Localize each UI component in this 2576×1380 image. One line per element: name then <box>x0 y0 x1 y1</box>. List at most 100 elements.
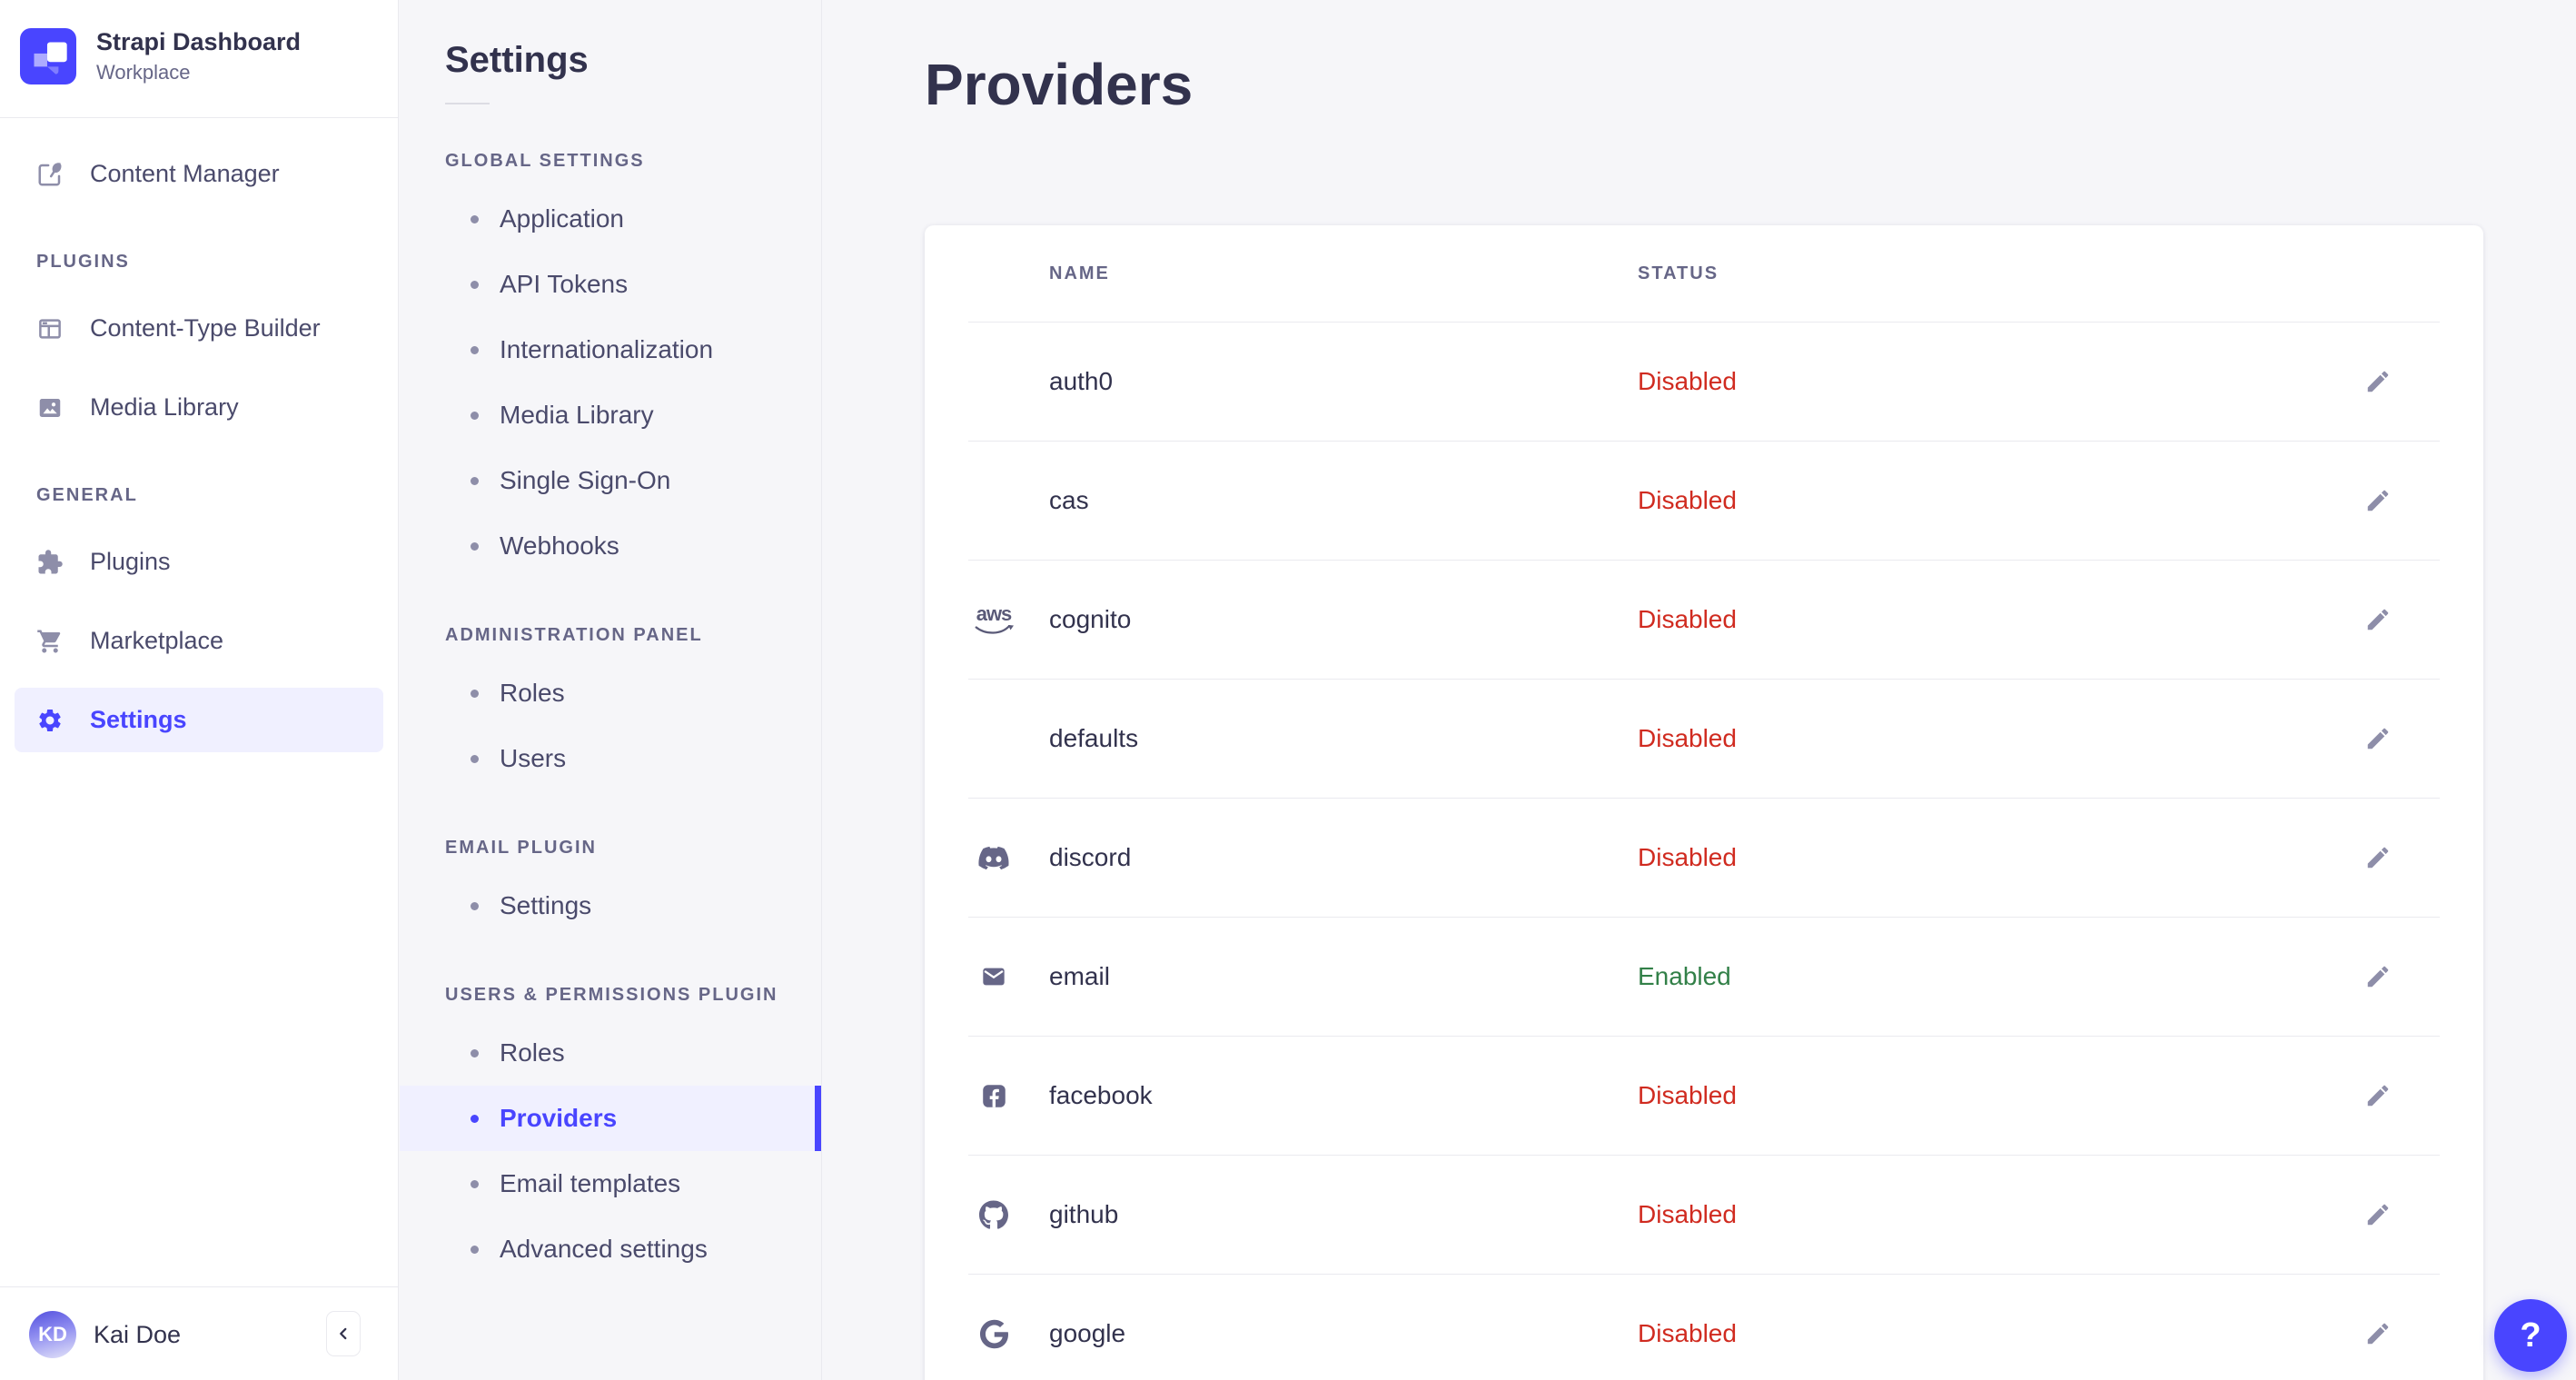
table-header: NAME STATUS <box>925 225 2483 322</box>
aws-icon: aws <box>968 603 1019 636</box>
subnav-title: Settings <box>445 40 589 80</box>
sidebar-item-content-type-builder[interactable]: Content-Type Builder <box>15 296 383 361</box>
subnav-item-label: Users <box>500 744 567 772</box>
sidebar-item-plugins[interactable]: Plugins <box>15 530 383 594</box>
subnav-item-webhooks[interactable]: Webhooks <box>400 513 821 579</box>
pencil-icon <box>2364 844 2392 871</box>
status-badge: Disabled <box>1638 367 1737 395</box>
divider <box>968 560 2440 561</box>
media-library-icon <box>36 394 64 422</box>
sidebar-item-marketplace[interactable]: Marketplace <box>15 609 383 673</box>
edit-button[interactable] <box>2360 482 2396 519</box>
collapse-sidebar-button[interactable] <box>326 1311 361 1356</box>
subnav-item-media-library[interactable]: Media Library <box>400 382 821 448</box>
pencil-icon <box>2364 1320 2392 1347</box>
edit-button[interactable] <box>2360 1077 2396 1114</box>
sidebar-item-label: Content-Type Builder <box>90 314 321 343</box>
divider <box>968 1036 2440 1037</box>
sidebar-item-settings[interactable]: Settings <box>15 688 383 753</box>
subnav-item-admin-roles[interactable]: Roles <box>400 660 821 726</box>
pencil-icon <box>2364 963 2392 990</box>
sidebar-item-label: Media Library <box>90 393 239 422</box>
cart-icon <box>36 628 64 655</box>
avatar: KD <box>29 1311 76 1358</box>
app-title: Strapi Dashboard <box>96 28 302 55</box>
edit-button[interactable] <box>2360 1315 2396 1352</box>
facebook-icon <box>968 1082 1019 1110</box>
status-badge: Disabled <box>1638 1319 1737 1347</box>
subnav-item-label: Internationalization <box>500 335 714 363</box>
pencil-icon <box>2364 487 2392 514</box>
sidebar-item-label: Plugins <box>90 548 171 576</box>
divider <box>968 441 2440 442</box>
subnav-item-internationalization[interactable]: Internationalization <box>400 317 821 382</box>
subnav-item-single-sign-on[interactable]: Single Sign-On <box>400 448 821 513</box>
subnav-item-label: Settings <box>500 891 592 919</box>
divider <box>0 1286 398 1287</box>
provider-name: defaults <box>1049 724 1139 752</box>
sidebar-item-content-manager[interactable]: Content Manager <box>15 142 383 206</box>
gear-icon <box>36 707 64 734</box>
strapi-logo-icon <box>20 27 76 84</box>
settings-subnav: Settings GLOBAL SETTINGS Application API… <box>400 0 822 1380</box>
subnav-item-providers[interactable]: Providers <box>400 1086 821 1151</box>
provider-name: google <box>1049 1319 1126 1347</box>
sidebar-item-media-library[interactable]: Media Library <box>15 375 383 440</box>
pencil-icon <box>2364 606 2392 633</box>
nav-section-plugins: PLUGINS <box>36 252 130 273</box>
question-mark-icon: ? <box>2520 1315 2541 1355</box>
divider <box>968 798 2440 799</box>
help-button[interactable]: ? <box>2494 1299 2567 1372</box>
edit-button[interactable] <box>2360 839 2396 876</box>
status-badge: Disabled <box>1638 605 1737 633</box>
content-type-builder-icon <box>36 315 64 343</box>
divider <box>968 917 2440 918</box>
sidebar-item-label: Marketplace <box>90 627 224 655</box>
subnav-item-up-roles[interactable]: Roles <box>400 1020 821 1086</box>
edit-button[interactable] <box>2360 363 2396 400</box>
table-row: cas Disabled <box>925 442 2483 560</box>
divider <box>968 1274 2440 1275</box>
table-row: facebook Disabled <box>925 1037 2483 1155</box>
provider-name: discord <box>1049 843 1132 871</box>
table-row: aws cognito Disabled <box>925 561 2483 679</box>
column-header-status: STATUS <box>1638 263 1719 283</box>
user-menu[interactable]: KD Kai Doe <box>0 1287 398 1358</box>
subnav-item-email-settings[interactable]: Settings <box>400 873 821 938</box>
sidebar-footer: KD Kai Doe <box>0 1286 398 1380</box>
subnav-item-label: Single Sign-On <box>500 466 671 494</box>
chevron-left-icon <box>333 1324 353 1344</box>
puzzle-icon <box>36 549 64 576</box>
edit-button[interactable] <box>2360 720 2396 757</box>
subnav-item-label: Media Library <box>500 401 654 429</box>
provider-name: auth0 <box>1049 367 1114 395</box>
subnav-item-label: Roles <box>500 679 565 707</box>
divider <box>0 117 398 119</box>
status-badge: Disabled <box>1638 1200 1737 1228</box>
subnav-section-email-plugin: EMAIL PLUGIN <box>445 838 597 858</box>
provider-name: cognito <box>1049 605 1132 633</box>
edit-button[interactable] <box>2360 958 2396 995</box>
subnav-item-application[interactable]: Application <box>400 186 821 252</box>
edit-button[interactable] <box>2360 1196 2396 1233</box>
provider-name: github <box>1049 1200 1119 1228</box>
status-badge: Enabled <box>1638 962 1731 990</box>
sidebar-item-label: Settings <box>90 706 187 734</box>
main-sidebar: Strapi Dashboard Workplace Content Manag… <box>0 0 399 1380</box>
github-icon <box>968 1200 1019 1230</box>
google-icon <box>968 1319 1019 1349</box>
subnav-item-advanced-settings[interactable]: Advanced settings <box>400 1216 821 1282</box>
provider-name: facebook <box>1049 1081 1153 1109</box>
status-badge: Disabled <box>1638 724 1737 752</box>
page-title: Providers <box>925 52 1194 117</box>
subnav-item-admin-users[interactable]: Users <box>400 726 821 791</box>
main-content: Providers NAME STATUS auth0 Disabled cas… <box>823 0 2576 1380</box>
edit-button[interactable] <box>2360 601 2396 638</box>
subnav-section-global-settings: GLOBAL SETTINGS <box>445 151 645 171</box>
table-row: google Disabled <box>925 1275 2483 1380</box>
status-badge: Disabled <box>1638 843 1737 871</box>
subnav-item-email-templates[interactable]: Email templates <box>400 1151 821 1216</box>
subnav-item-api-tokens[interactable]: API Tokens <box>400 252 821 317</box>
divider <box>968 1155 2440 1156</box>
subnav-item-label: Providers <box>500 1104 618 1132</box>
